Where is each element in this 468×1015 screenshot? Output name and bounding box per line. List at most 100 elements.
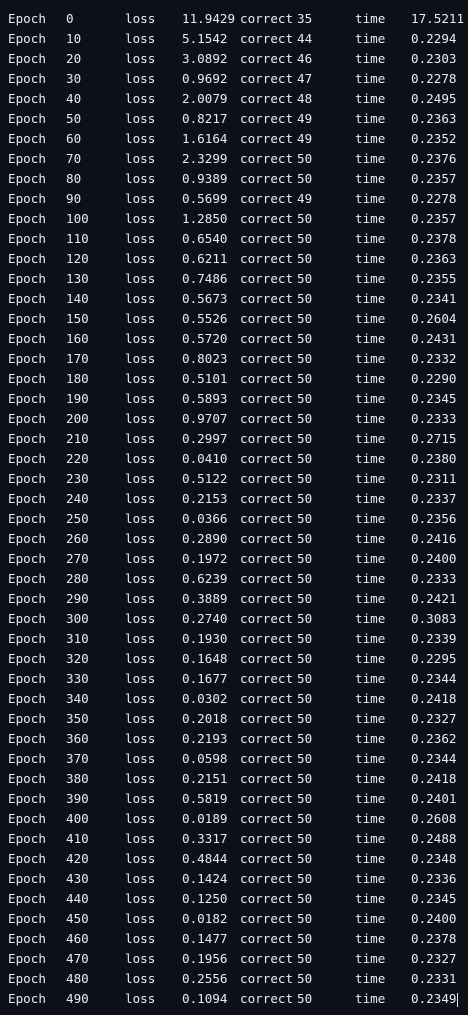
loss-label: loss bbox=[125, 671, 156, 686]
correct-value: 50 bbox=[297, 471, 313, 486]
loss-label: loss bbox=[125, 351, 156, 366]
correct-value: 50 bbox=[297, 351, 313, 366]
loss-value: 0.1094 bbox=[182, 991, 228, 1006]
loss-value: 11.9429 bbox=[182, 11, 236, 26]
correct-value: 50 bbox=[297, 651, 313, 666]
loss-value: 0.6540 bbox=[182, 231, 228, 246]
correct-value: 50 bbox=[297, 211, 313, 226]
time-label: time bbox=[355, 851, 386, 866]
epoch-value: 430 bbox=[66, 871, 89, 886]
time-label: time bbox=[355, 611, 386, 626]
time-label: time bbox=[355, 451, 386, 466]
log-line: Epoch 10 loss 5.1542 correct 44 time 0.2294 bbox=[8, 29, 461, 49]
epoch-label: Epoch bbox=[8, 111, 46, 126]
correct-value: 50 bbox=[297, 771, 313, 786]
correct-value: 50 bbox=[297, 811, 313, 826]
correct-label: correct bbox=[240, 111, 294, 126]
time-value: 0.2333 bbox=[411, 571, 457, 586]
epoch-label: Epoch bbox=[8, 991, 46, 1006]
correct-value: 50 bbox=[297, 231, 313, 246]
loss-value: 0.2997 bbox=[182, 431, 228, 446]
time-value: 0.2378 bbox=[411, 231, 457, 246]
loss-label: loss bbox=[125, 951, 156, 966]
time-label: time bbox=[355, 811, 386, 826]
correct-value: 50 bbox=[297, 691, 313, 706]
correct-label: correct bbox=[240, 751, 294, 766]
epoch-value: 220 bbox=[66, 451, 89, 466]
epoch-value: 80 bbox=[66, 171, 82, 186]
log-line: Epoch 210 loss 0.2997 correct 50 time 0.2715 bbox=[8, 429, 461, 449]
time-label: time bbox=[355, 151, 386, 166]
correct-value: 50 bbox=[297, 951, 313, 966]
time-label: time bbox=[355, 271, 386, 286]
correct-value: 50 bbox=[297, 591, 313, 606]
epoch-value: 270 bbox=[66, 551, 89, 566]
time-label: time bbox=[355, 531, 386, 546]
correct-label: correct bbox=[240, 851, 294, 866]
time-value: 0.2344 bbox=[411, 671, 457, 686]
epoch-label: Epoch bbox=[8, 671, 46, 686]
loss-value: 0.0302 bbox=[182, 691, 228, 706]
time-label: time bbox=[355, 991, 386, 1006]
correct-label: correct bbox=[240, 911, 294, 926]
time-label: time bbox=[355, 711, 386, 726]
loss-value: 5.1542 bbox=[182, 31, 228, 46]
loss-value: 0.1972 bbox=[182, 551, 228, 566]
log-line: Epoch 440 loss 0.1250 correct 50 time 0.2345 bbox=[8, 889, 461, 909]
epoch-label: Epoch bbox=[8, 711, 46, 726]
log-line: Epoch 310 loss 0.1930 correct 50 time 0.2339 bbox=[8, 629, 461, 649]
time-label: time bbox=[355, 171, 386, 186]
time-value: 0.2418 bbox=[411, 691, 457, 706]
time-value: 17.5211 bbox=[411, 11, 465, 26]
epoch-value: 150 bbox=[66, 311, 89, 326]
epoch-value: 180 bbox=[66, 371, 89, 386]
loss-value: 0.2890 bbox=[182, 531, 228, 546]
epoch-label: Epoch bbox=[8, 951, 46, 966]
loss-label: loss bbox=[125, 711, 156, 726]
epoch-value: 100 bbox=[66, 211, 89, 226]
loss-label: loss bbox=[125, 651, 156, 666]
log-line: Epoch 130 loss 0.7486 correct 50 time 0.2355 bbox=[8, 269, 461, 289]
epoch-label: Epoch bbox=[8, 411, 46, 426]
correct-label: correct bbox=[240, 171, 294, 186]
epoch-label: Epoch bbox=[8, 131, 46, 146]
training-log-output[interactable]: Epoch 0 loss 11.9429 correct 35 time 17.5211 Epo… bbox=[8, 9, 465, 1009]
loss-value: 0.2151 bbox=[182, 771, 228, 786]
correct-label: correct bbox=[240, 891, 294, 906]
epoch-label: Epoch bbox=[8, 691, 46, 706]
epoch-value: 370 bbox=[66, 751, 89, 766]
loss-value: 0.5122 bbox=[182, 471, 228, 486]
epoch-value: 460 bbox=[66, 931, 89, 946]
correct-label: correct bbox=[240, 551, 294, 566]
loss-label: loss bbox=[125, 911, 156, 926]
epoch-label: Epoch bbox=[8, 351, 46, 366]
time-value: 0.2336 bbox=[411, 871, 457, 886]
log-line: Epoch 340 loss 0.0302 correct 50 time 0.2418 bbox=[8, 689, 461, 709]
correct-label: correct bbox=[240, 531, 294, 546]
correct-value: 50 bbox=[297, 891, 313, 906]
time-value: 0.2345 bbox=[411, 391, 457, 406]
epoch-label: Epoch bbox=[8, 911, 46, 926]
loss-value: 0.3889 bbox=[182, 591, 228, 606]
correct-label: correct bbox=[240, 951, 294, 966]
correct-label: correct bbox=[240, 811, 294, 826]
log-line: Epoch 0 loss 11.9429 correct 35 time 17.5211 bbox=[8, 9, 465, 29]
time-value: 0.2421 bbox=[411, 591, 457, 606]
correct-value: 50 bbox=[297, 371, 313, 386]
loss-value: 0.5101 bbox=[182, 371, 228, 386]
epoch-value: 350 bbox=[66, 711, 89, 726]
correct-label: correct bbox=[240, 191, 294, 206]
loss-label: loss bbox=[125, 451, 156, 466]
loss-label: loss bbox=[125, 851, 156, 866]
epoch-value: 0 bbox=[66, 11, 74, 26]
loss-label: loss bbox=[125, 731, 156, 746]
loss-label: loss bbox=[125, 11, 156, 26]
log-line: Epoch 40 loss 2.0079 correct 48 time 0.2495 bbox=[8, 89, 461, 109]
epoch-label: Epoch bbox=[8, 731, 46, 746]
time-value: 0.2294 bbox=[411, 31, 457, 46]
epoch-label: Epoch bbox=[8, 451, 46, 466]
epoch-value: 380 bbox=[66, 771, 89, 786]
loss-value: 0.0182 bbox=[182, 911, 228, 926]
log-line: Epoch 290 loss 0.3889 correct 50 time 0.2421 bbox=[8, 589, 461, 609]
correct-label: correct bbox=[240, 971, 294, 986]
